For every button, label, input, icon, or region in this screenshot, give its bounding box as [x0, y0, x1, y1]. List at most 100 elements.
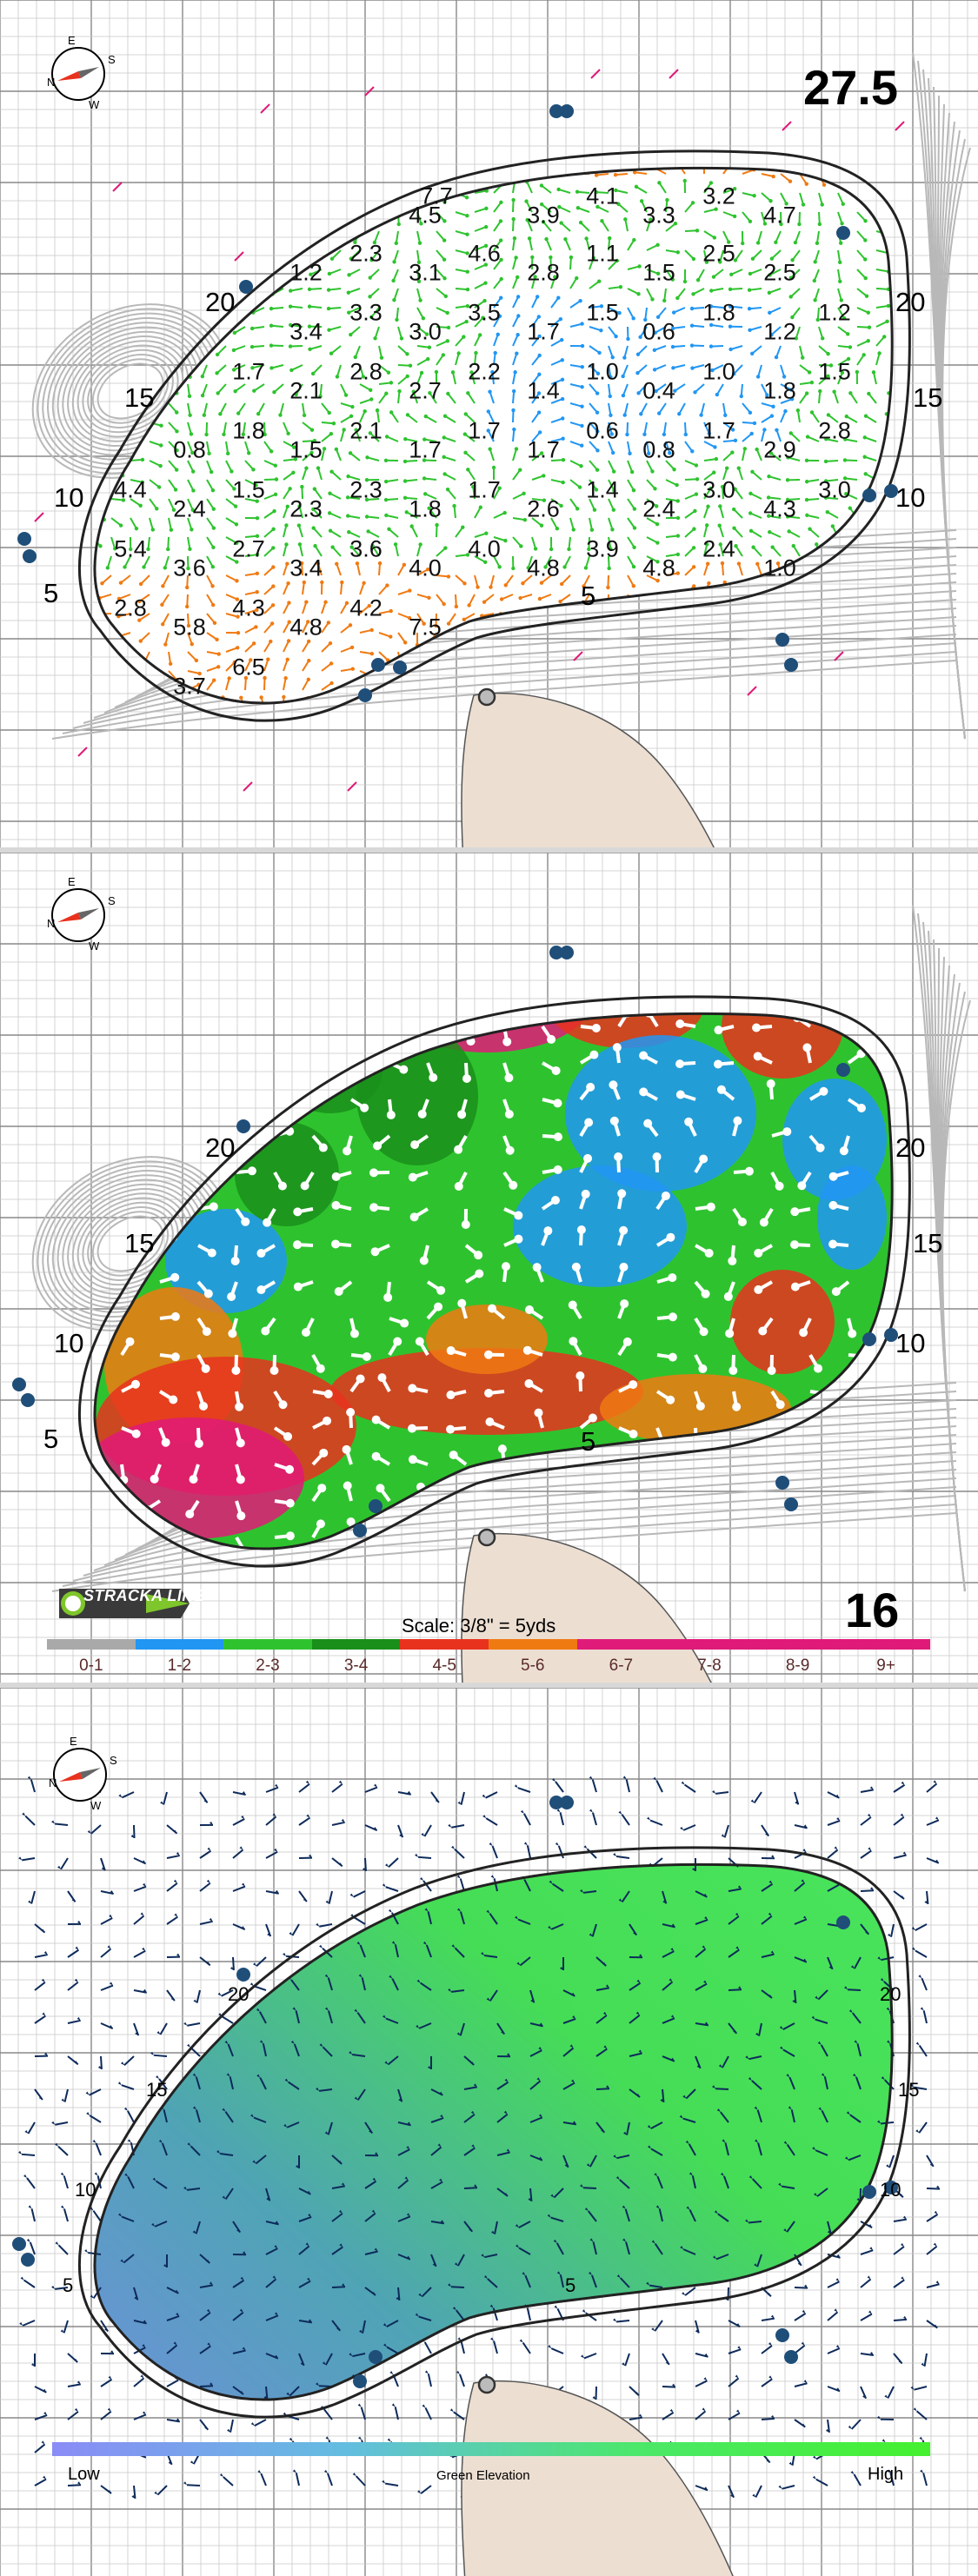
slope-arrow: [722, 211, 735, 217]
arrow-head: [387, 141, 390, 144]
arrow-head: [772, 767, 775, 770]
slope-arrow: [711, 364, 724, 371]
legend-swatch: [135, 1639, 224, 1650]
contour-line: [93, 625, 957, 719]
compass-letter: W: [89, 939, 100, 953]
slope-arrow: [397, 364, 411, 367]
arrow-head: [424, 332, 429, 336]
arrow-head: [595, 448, 600, 453]
arrow-head: [658, 66, 662, 70]
arrow-head: [846, 356, 851, 362]
slope-arrow: [953, 413, 960, 422]
arrow-head: [737, 1546, 747, 1550]
arrow-head: [104, 217, 109, 222]
arrow-head: [828, 697, 833, 701]
slope-arrow: [187, 422, 192, 435]
slope-arrow: [748, 288, 762, 291]
arrow-head: [650, 469, 655, 474]
slope-arrow: [187, 441, 194, 454]
arrow-head: [250, 366, 255, 370]
arrow-head: [464, 196, 469, 200]
slope-arrow: [206, 239, 214, 251]
slope-arrow: [416, 269, 420, 282]
slope-arrow: [762, 70, 770, 78]
arrow-head: [856, 1103, 866, 1112]
arrow-head: [323, 64, 326, 68]
arrow-head: [446, 621, 451, 626]
arrow-head: [383, 497, 389, 502]
arrow-head: [465, 213, 469, 218]
slope-arrow: [398, 78, 404, 89]
arrow-head: [720, 484, 725, 489]
arrow-head: [701, 734, 704, 737]
slope-arrow: [922, 594, 934, 599]
arrow-head: [517, 630, 522, 635]
slope-arrow: [582, 574, 590, 587]
slope-arrow: [569, 383, 582, 388]
slope-arrow: [953, 709, 958, 720]
arrow-head: [63, 771, 66, 774]
slope-arrow: [330, 345, 342, 355]
arrow-head: [334, 1286, 343, 1296]
slope-arrow: [526, 219, 533, 232]
arrow-head: [363, 202, 368, 206]
arrow-head: [57, 333, 61, 336]
slope-arrow: [168, 460, 177, 471]
slope-arrow: [512, 372, 516, 385]
arrow-head: [483, 560, 488, 564]
slope-arrow: [884, 613, 893, 621]
arrow-head: [886, 232, 890, 236]
arrow-head: [140, 480, 144, 485]
slope-arrow: [742, 402, 751, 414]
pin-marker: [477, 687, 496, 707]
arrow-head: [543, 565, 548, 569]
arrow-head: [788, 276, 794, 280]
slope-arrow: [423, 1824, 432, 1837]
arrow-head: [403, 106, 406, 110]
arrow-head: [535, 295, 540, 299]
arrow-head: [222, 432, 226, 436]
slope-arrow: [550, 459, 564, 461]
arrow-head: [768, 199, 773, 203]
arrow-head: [497, 565, 502, 569]
arrow-head: [388, 101, 391, 104]
arrow-head: [499, 200, 503, 204]
arrow-head: [690, 366, 695, 370]
arrow-head: [721, 1834, 725, 1838]
slope-value: 2.2: [468, 358, 501, 385]
arrow-head: [652, 111, 655, 115]
slope-arrow: [559, 1812, 564, 1826]
arrow-head: [592, 508, 597, 512]
slope-arrow: [531, 315, 540, 328]
arrow-head: [583, 103, 587, 107]
slope-arrow: [436, 594, 445, 605]
arrow-head: [675, 250, 681, 255]
slope-arrow: [915, 184, 923, 193]
slope-arrow: [663, 288, 667, 302]
slope-arrow: [141, 758, 150, 767]
slope-arrow: [513, 133, 525, 136]
arrow-head: [272, 390, 276, 395]
slope-arrow: [340, 383, 347, 396]
slope-arrow: [443, 436, 456, 442]
arrow-head: [356, 1374, 365, 1384]
slope-arrow: [589, 441, 599, 452]
slope-arrow: [531, 412, 540, 423]
arrow-head: [239, 695, 243, 700]
arrow-head: [202, 1327, 211, 1337]
arrow-head: [116, 410, 121, 415]
slope-arrow: [45, 709, 54, 718]
arrow-head: [78, 296, 82, 300]
slope-arrow: [417, 97, 419, 110]
slope-arrow: [623, 402, 629, 415]
slope-arrow: [140, 632, 150, 642]
arrow-head: [691, 546, 696, 550]
arrow-head: [484, 157, 488, 161]
slope-arrow: [771, 546, 782, 557]
arrow-head: [251, 468, 256, 472]
slope-arrow: [184, 717, 188, 728]
slope-arrow: [512, 390, 516, 404]
arrow-head: [591, 1024, 601, 1033]
arrow-head: [539, 523, 544, 528]
arrow-head: [454, 1181, 463, 1191]
